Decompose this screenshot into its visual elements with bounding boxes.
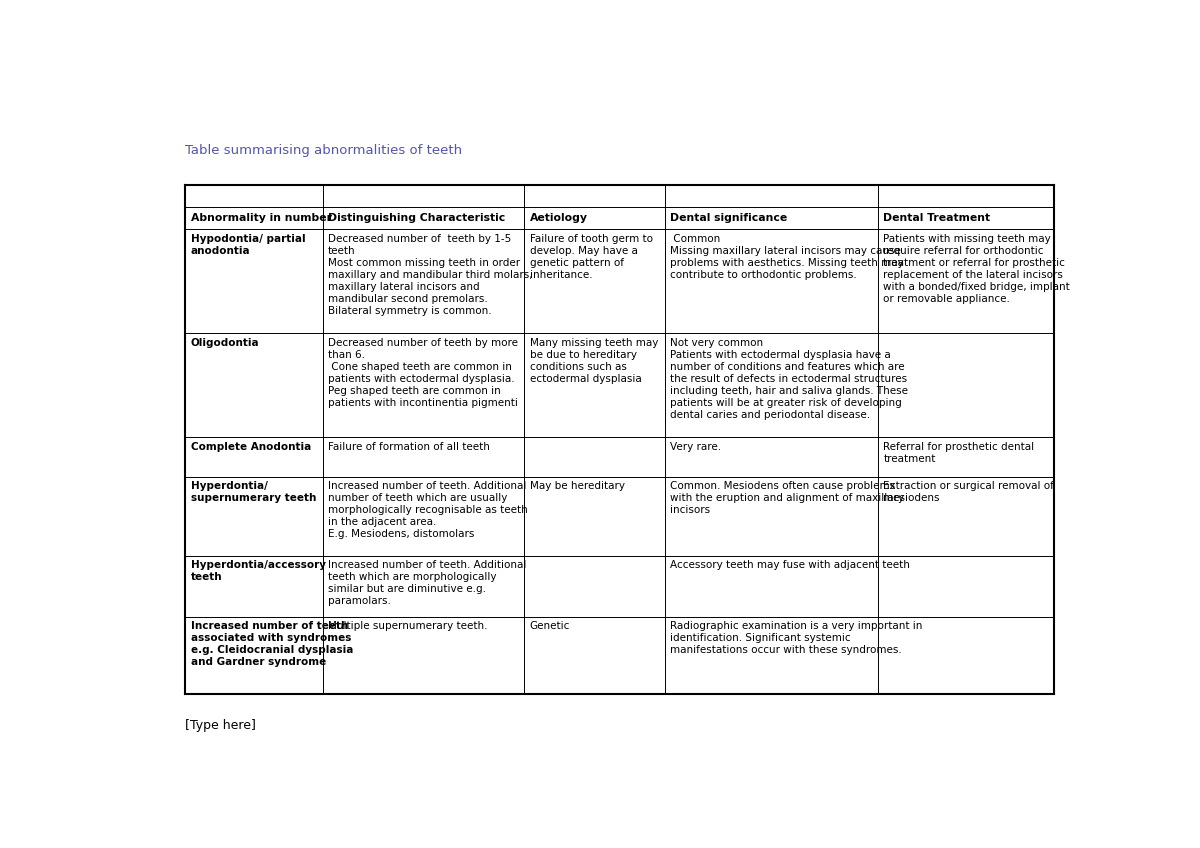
Text: Common. Mesiodens often cause problems
with the eruption and alignment of maxill: Common. Mesiodens often cause problems w… — [671, 482, 905, 516]
Text: Hyperdontia/accessory
teeth: Hyperdontia/accessory teeth — [191, 561, 326, 583]
Text: Dental Treatment: Dental Treatment — [883, 213, 990, 223]
Text: Hyperdontia/
supernumerary teeth: Hyperdontia/ supernumerary teeth — [191, 482, 317, 504]
Text: Table summarising abnormalities of teeth: Table summarising abnormalities of teeth — [185, 144, 462, 157]
Text: Failure of formation of all teeth: Failure of formation of all teeth — [328, 442, 490, 451]
Text: Dental significance: Dental significance — [671, 213, 787, 223]
Text: Distinguishing Characteristic: Distinguishing Characteristic — [328, 213, 505, 223]
Text: Patients with missing teeth may
require referral for orthodontic
treatment or re: Patients with missing teeth may require … — [883, 234, 1070, 304]
Text: Failure of tooth germ to
develop. May have a
genetic pattern of
inheritance.: Failure of tooth germ to develop. May ha… — [529, 234, 653, 280]
Text: May be hereditary: May be hereditary — [529, 482, 625, 492]
Text: Increased number of teeth. Additional
teeth which are morphologically
similar bu: Increased number of teeth. Additional te… — [328, 561, 527, 606]
Text: Decreased number of  teeth by 1-5
teeth
Most common missing teeth in order
maxil: Decreased number of teeth by 1-5 teeth M… — [328, 234, 533, 316]
Text: Aetiology: Aetiology — [529, 213, 588, 223]
Text: Many missing teeth may
be due to hereditary
conditions such as
ectodermal dyspla: Many missing teeth may be due to heredit… — [529, 338, 658, 384]
Text: Common
Missing maxillary lateral incisors may cause
problems with aesthetics. Mi: Common Missing maxillary lateral incisor… — [671, 234, 904, 280]
Text: Increased number of teeth
associated with syndromes
e.g. Cleidocranial dysplasia: Increased number of teeth associated wit… — [191, 622, 353, 667]
Text: Oligodontia: Oligodontia — [191, 338, 259, 348]
Text: Referral for prosthetic dental
treatment: Referral for prosthetic dental treatment — [883, 442, 1034, 464]
Text: Increased number of teeth. Additional
number of teeth which are usually
morpholo: Increased number of teeth. Additional nu… — [328, 482, 528, 539]
Text: Genetic: Genetic — [529, 622, 570, 632]
Text: Complete Anodontia: Complete Anodontia — [191, 442, 311, 451]
Text: Radiographic examination is a very important in
identification. Significant syst: Radiographic examination is a very impor… — [671, 622, 923, 656]
Text: Decreased number of teeth by more
than 6.
 Cone shaped teeth are common in
patie: Decreased number of teeth by more than 6… — [328, 338, 518, 408]
Text: Not very common
Patients with ectodermal dysplasia have a
number of conditions a: Not very common Patients with ectodermal… — [671, 338, 908, 420]
Text: Abnormality in number: Abnormality in number — [191, 213, 332, 223]
Text: Hypodontia/ partial
anodontia: Hypodontia/ partial anodontia — [191, 234, 306, 256]
Text: Very rare.: Very rare. — [671, 442, 721, 451]
Text: Accessory teeth may fuse with adjacent teeth: Accessory teeth may fuse with adjacent t… — [671, 561, 911, 570]
Text: Multiple supernumerary teeth.: Multiple supernumerary teeth. — [328, 622, 487, 632]
Text: [Type here]: [Type here] — [185, 719, 257, 732]
Text: Extraction or surgical removal of
mesiodens: Extraction or surgical removal of mesiod… — [883, 482, 1054, 504]
